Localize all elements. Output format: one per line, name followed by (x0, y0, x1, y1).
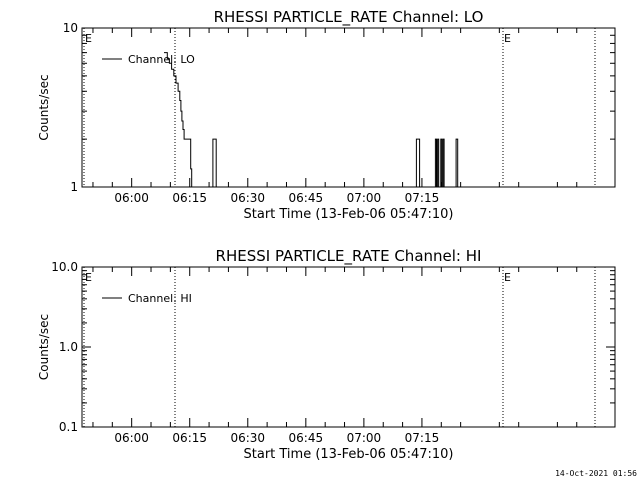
legend-entry: Channel: LO (128, 53, 195, 66)
x-tick-label: 06:30 (230, 191, 265, 205)
x-axis-label: Start Time (13-Feb-06 05:47:10) (244, 207, 454, 222)
x-tick-label: 06:15 (172, 191, 207, 205)
plot-frame (81, 266, 616, 428)
x-axis-label: Start Time (13-Feb-06 05:47:10) (244, 447, 454, 462)
plot-frame (81, 27, 616, 188)
y-tick-label: 10.0 (51, 260, 78, 274)
y-tick-label: 0.1 (59, 420, 78, 434)
y-tick-label: 1 (70, 180, 78, 194)
x-tick-label: 06:00 (114, 431, 149, 445)
event-marker-label: E (85, 271, 92, 284)
chart-panel-lo: RHESSI PARTICLE_RATE Channel: LO Counts/s… (37, 8, 616, 222)
chart-title: RHESSI PARTICLE_RATE Channel: LO (214, 8, 484, 27)
x-tick-label: 07:15 (405, 431, 440, 445)
y-axis-label: Counts/sec (37, 314, 51, 380)
event-marker-label: E (504, 32, 511, 45)
x-tick-label: 07:15 (405, 191, 440, 205)
x-tick-label: 06:15 (172, 431, 207, 445)
x-tick-label: 06:45 (289, 431, 324, 445)
y-axis-label: Counts/sec (37, 74, 51, 140)
series-line (164, 52, 461, 188)
x-tick-label: 07:00 (347, 191, 382, 205)
x-tick-label: 07:00 (347, 431, 382, 445)
y-tick-label: 1.0 (59, 340, 78, 354)
plot-timestamp: 14-Oct-2021 01:56 (555, 469, 637, 478)
x-tick-label: 06:00 (114, 191, 149, 205)
chart-title: RHESSI PARTICLE_RATE Channel: HI (216, 247, 482, 266)
event-marker-label: E (504, 271, 511, 284)
event-marker-label: E (85, 32, 92, 45)
y-tick-label: 10 (63, 21, 78, 35)
chart-panel-hi: RHESSI PARTICLE_RATE Channel: HI Counts/s… (37, 247, 616, 462)
x-tick-label: 06:30 (230, 431, 265, 445)
legend-entry: Channel: HI (128, 292, 192, 305)
x-tick-label: 06:45 (289, 191, 324, 205)
